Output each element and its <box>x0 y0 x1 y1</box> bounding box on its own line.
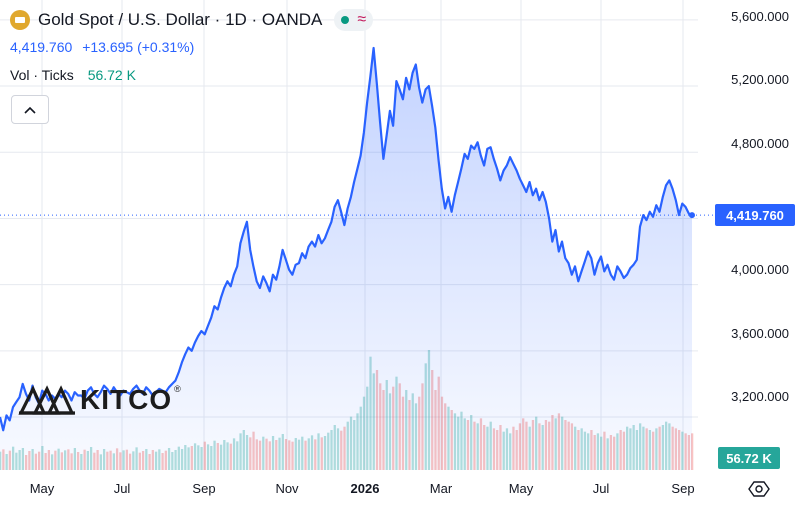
last-price-label: 4,419.760 <box>715 204 795 227</box>
chart-settings-icon[interactable] <box>748 478 770 500</box>
price-change: +13.695 (+0.31%) <box>82 39 195 55</box>
volume-value: 56.72 K <box>87 67 136 83</box>
volume-bar <box>691 433 694 470</box>
symbol-title: Gold Spot / U.S. Dollar · 1D · OANDA <box>38 10 323 29</box>
x-tick-label: Jul <box>592 481 610 496</box>
y-tick-label: 3,200.000 <box>731 389 789 404</box>
price-line <box>0 46 693 432</box>
gold-bar-icon <box>10 10 30 30</box>
current-price: 4,419.760 <box>10 39 73 55</box>
price-legend: 4,419.760 +13.695 (+0.31%) <box>10 39 194 55</box>
x-tick-label: May <box>508 481 534 496</box>
x-tick-label: May <box>29 481 55 496</box>
kitco-logo-mark-icon <box>18 385 75 415</box>
kitco-logo-text: KITCO <box>80 384 173 415</box>
volume-axis-label: 56.72 K <box>718 447 780 469</box>
wave-icon: ≈ <box>357 11 367 28</box>
y-tick-label: 4,800.000 <box>731 136 789 151</box>
x-tick-label: Nov <box>275 481 299 496</box>
symbol-legend[interactable]: Gold Spot / U.S. Dollar · 1D · OANDA ≈ <box>10 9 374 31</box>
volume-indicator-label: Vol · Ticks <box>10 67 74 83</box>
price-area-fill <box>0 48 692 470</box>
x-tick-label: Sep <box>671 481 695 496</box>
volume-legend[interactable]: Vol · Ticks 56.72 K <box>10 67 136 83</box>
chevron-up-icon <box>24 106 36 114</box>
last-price-marker <box>689 212 695 219</box>
x-tick-label: Jul <box>113 481 131 496</box>
registered-mark: ® <box>174 384 181 394</box>
x-tick-label: Mar <box>429 481 453 496</box>
market-status-pill[interactable]: ≈ <box>334 9 374 31</box>
y-tick-label: 3,600.000 <box>731 326 789 341</box>
kitco-logo: KITCO ® <box>18 384 181 416</box>
y-tick-label: 4,000.000 <box>731 262 789 277</box>
x-tick-label: Sep <box>192 481 216 496</box>
x-tick-label-year: 2026 <box>350 481 380 496</box>
market-open-dot-icon <box>341 16 350 24</box>
y-tick-label: 5,600.000 <box>731 9 789 24</box>
collapse-legend-button[interactable] <box>11 95 49 124</box>
y-tick-label: 5,200.000 <box>731 72 789 87</box>
